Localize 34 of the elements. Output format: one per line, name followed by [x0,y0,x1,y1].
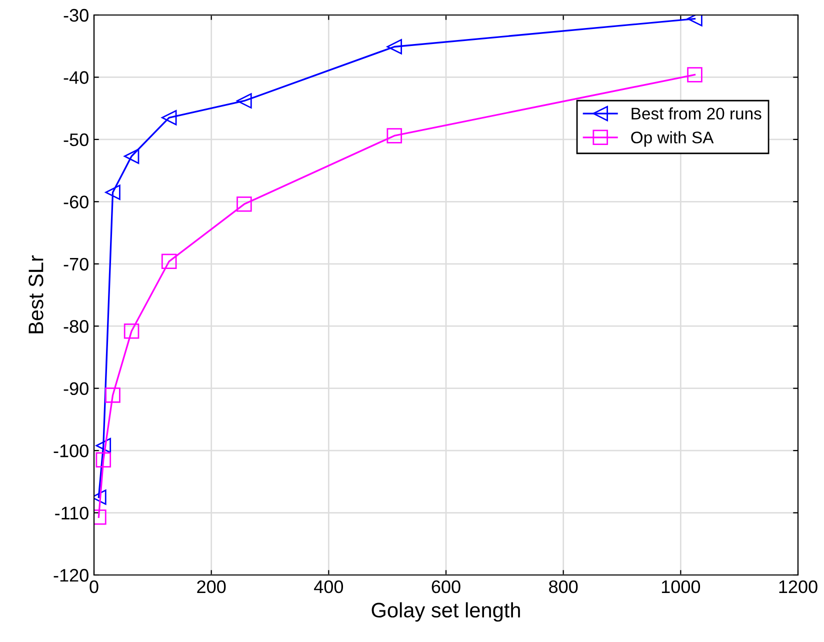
y-tick-label: -110 [55,506,88,520]
x-tick-label: 800 [549,580,578,594]
x-tick-label: 1200 [779,580,818,594]
y-tick-label: -120 [54,568,88,582]
legend-label: Best from 20 runs [632,107,762,120]
x-tick-label: 200 [197,580,226,594]
y-tick-label: -70 [64,258,88,271]
y-tick-label: -60 [64,196,88,208]
point [687,67,702,82]
point [386,39,402,54]
point [105,184,120,200]
x-tick-label: 0 [90,580,98,594]
point [105,388,120,403]
point [96,438,112,454]
y-tick-label: -40 [64,71,88,84]
point [386,128,402,144]
point [124,148,140,164]
point [236,93,252,109]
x-axis-title: Golay set length [372,602,520,622]
y-axis-title: Best SLr [28,255,44,334]
point [96,452,112,468]
y-tick-label: -80 [64,320,88,333]
point [236,196,252,212]
point [124,323,140,339]
x-tick-label: 1000 [662,580,700,594]
y-tick-label: -30 [64,8,88,22]
point [161,110,177,126]
y-tick-label: -50 [64,133,88,146]
x-tick-label: 400 [314,580,344,594]
x-tick-label: 600 [432,580,460,594]
y-tick-label: -100 [54,444,88,458]
point [161,254,177,270]
legend-label: Op with SA [631,131,714,147]
y-tick-label: -90 [64,382,88,396]
